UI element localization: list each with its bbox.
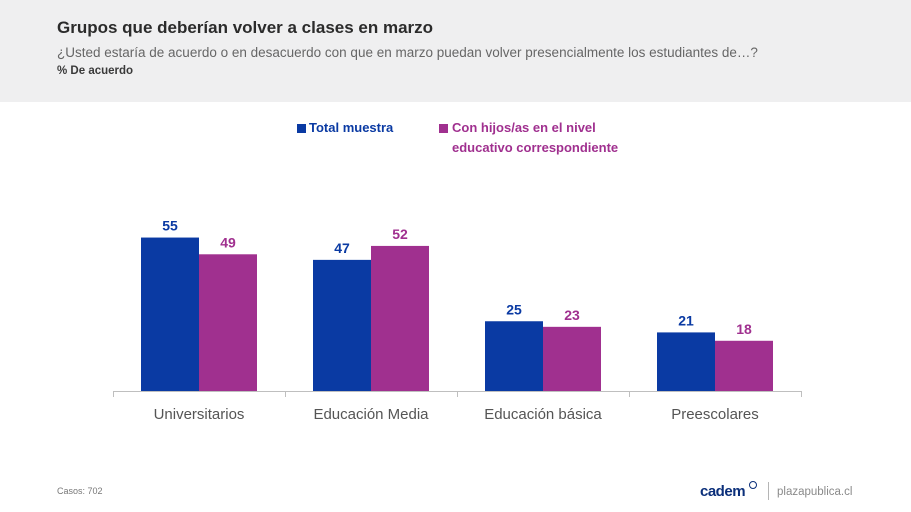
bar [485, 321, 543, 391]
data-label: 18 [736, 321, 752, 337]
data-label: 52 [392, 226, 408, 242]
bar [199, 254, 257, 391]
data-label: 25 [506, 301, 522, 317]
legend-label-total: Total muestra [309, 118, 393, 138]
cases-note: Casos: 702 [57, 486, 103, 496]
bar [371, 245, 429, 391]
x-tick-label: Educación básica [484, 406, 602, 423]
x-tick-label: Universitarios [154, 406, 245, 423]
page-subtitle: ¿Usted estaría de acuerdo o en desacuerd… [57, 45, 758, 60]
data-label: 47 [334, 240, 350, 256]
legend-label-total-line1: Total muestra [309, 120, 394, 135]
data-label: 55 [162, 218, 178, 234]
header-band: Grupos que deberían volver a clases en m… [0, 0, 911, 102]
bar [141, 237, 199, 391]
data-label: 21 [678, 312, 694, 328]
bar [715, 340, 773, 391]
brand-logo: cadem [700, 483, 746, 500]
data-label: 49 [220, 234, 236, 250]
brand-logo-mark [749, 481, 757, 489]
page-title: Grupos que deberían volver a clases en m… [57, 18, 434, 37]
legend-label-con-hijos-line1: Con hijos/as en el nivel [452, 120, 596, 135]
bar [657, 332, 715, 391]
legend-swatch-con-hijos [439, 124, 448, 133]
bar [313, 259, 371, 391]
data-label: 23 [564, 307, 580, 323]
x-tick-label: Educación Media [313, 406, 429, 423]
legend-label-con-hijos-line2: educativo correspondiente [452, 140, 619, 155]
unit-label: % De acuerdo [57, 65, 134, 77]
legend-swatch-total [297, 124, 306, 133]
bar [543, 326, 601, 391]
x-tick-label: Preescolares [671, 406, 759, 423]
footer-divider [768, 482, 769, 500]
site-link[interactable]: plazapublica.cl [777, 486, 853, 498]
legend-label-con-hijos: Con hijos/as en el nivel educativo corre… [452, 118, 618, 158]
